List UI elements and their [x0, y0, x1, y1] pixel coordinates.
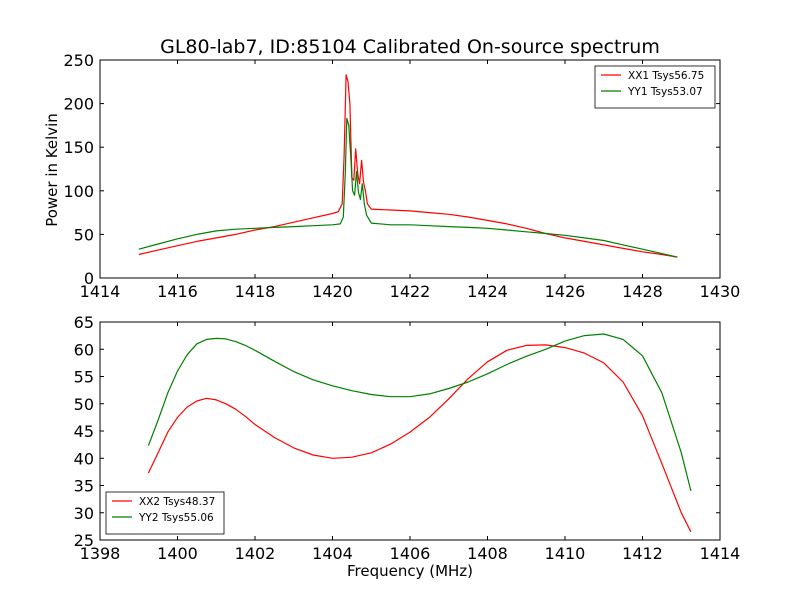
bottom-x-tick-label: 1412 — [622, 544, 663, 563]
bottom-y-tick-label: 35 — [74, 477, 94, 496]
top-x-tick-label: 1420 — [312, 282, 353, 301]
top-x-tick-label: 1424 — [467, 282, 508, 301]
top-y-tick-label: 150 — [63, 138, 94, 157]
bottom-series-line-2 — [147, 333, 692, 492]
bottom-y-tick-label: 40 — [74, 449, 94, 468]
top-series-layer — [138, 74, 678, 258]
chart-title: GL80-lab7, ID:85104 Calibrated On-source… — [160, 36, 660, 58]
bottom-x-tick-label: 1408 — [467, 544, 508, 563]
bottom-y-tick-label: 55 — [74, 368, 94, 387]
bottom-x-tick-label: 1414 — [700, 544, 741, 563]
bottom-series-line-1 — [147, 344, 692, 533]
bottom-x-ticks: 1398 1400 1402 1404 1406 1408 1410 1412 1414 — [80, 322, 741, 563]
bottom-x-tick-label: 1400 — [157, 544, 198, 563]
bottom-x-tick-label: 1404 — [312, 544, 353, 563]
top-x-tick-label: 1426 — [545, 282, 586, 301]
bottom-legend-label-1: XX2 Tsys48.37 — [139, 496, 215, 508]
bottom-x-tick-label: 1402 — [235, 544, 276, 563]
top-legend-label-2: YY1 Tsys53.07 — [627, 86, 703, 98]
top-y-tick-label: 100 — [63, 182, 94, 201]
bottom-x-tick-label: 1398 — [80, 544, 121, 563]
top-x-tick-label: 1418 — [235, 282, 276, 301]
top-legend-label-1: XX1 Tsys56.75 — [628, 70, 704, 82]
top-y-tick-label: 200 — [63, 95, 94, 114]
top-x-tick-label: 1414 — [80, 282, 121, 301]
bottom-y-tick-label: 45 — [74, 422, 94, 441]
top-y-tick-label: 250 — [63, 51, 94, 70]
bottom-x-tick-label: 1406 — [390, 544, 431, 563]
top-y-tick-label: 0 — [84, 269, 94, 288]
top-y-tick-label: 50 — [74, 225, 94, 244]
bottom-y-tick-label: 30 — [74, 504, 94, 523]
bottom-y-tick-label: 50 — [74, 395, 94, 414]
bottom-y-tick-label: 60 — [74, 340, 94, 359]
top-y-ticks: 0 50 100 150 200 250 — [63, 51, 720, 288]
top-x-tick-label: 1416 — [157, 282, 198, 301]
bottom-x-axis-label: Frequency (MHz) — [347, 562, 473, 580]
bottom-x-tick-label: 1410 — [545, 544, 586, 563]
bottom-y-tick-label: 25 — [74, 531, 94, 550]
bottom-legend-box — [105, 491, 225, 535]
top-legend-box — [594, 65, 716, 109]
top-legend: XX1 Tsys56.75 YY1 Tsys53.07 — [594, 65, 716, 109]
top-x-tick-label: 1430 — [700, 282, 741, 301]
top-x-ticks: 1414 1416 1418 1420 1422 1424 1426 1428 1430 — [80, 60, 741, 301]
bottom-y-ticks: 25 30 35 40 45 50 55 60 65 — [74, 313, 720, 550]
bottom-series-layer — [147, 333, 692, 533]
bottom-y-tick-label: 65 — [74, 313, 94, 332]
bottom-legend-label-2: YY2 Tsys55.06 — [138, 512, 214, 524]
top-panel: 1414 1416 1418 1420 1422 1424 1426 1428 1430 0 50… — [43, 51, 740, 301]
top-x-tick-label: 1422 — [390, 282, 431, 301]
top-x-tick-label: 1428 — [622, 282, 663, 301]
bottom-panel: 1398 1400 1402 1404 1406 1408 1410 1412 1414 25 3… — [74, 313, 741, 580]
top-y-axis-label: Power in Kelvin — [43, 113, 61, 227]
bottom-legend: XX2 Tsys48.37 YY2 Tsys55.06 — [105, 491, 225, 535]
top-series-line-2 — [138, 117, 678, 258]
